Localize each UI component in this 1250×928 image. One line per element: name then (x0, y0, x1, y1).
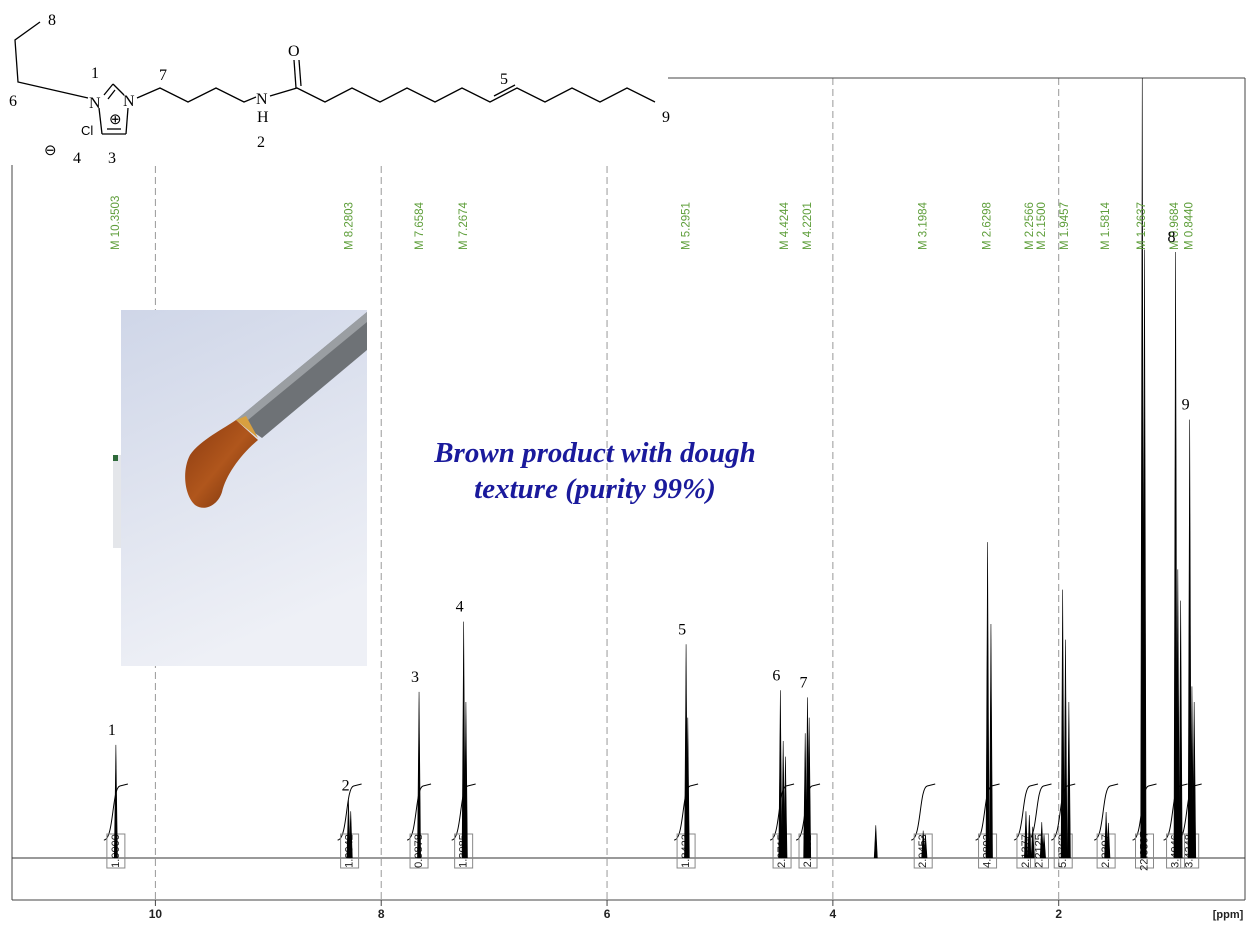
peak (1106, 822, 1111, 859)
structure-label: H (257, 109, 269, 126)
structure-label: Cl (81, 123, 93, 138)
peak-label: M 3.1984 (917, 201, 929, 250)
peak (1178, 600, 1183, 859)
x-axis-label: [ppm] (1213, 909, 1244, 921)
peak (461, 621, 466, 859)
peak-label: M 1.2637 (1136, 202, 1148, 250)
assignment-label: 4 (456, 599, 464, 616)
peak-label: M 4.4244 (779, 201, 791, 250)
structure: 8 6 1 N N Cl ⊕ ⊖ 4 3 7 O N H 2 5 9 (9, 12, 670, 167)
peak-label: M 5.2951 (681, 202, 693, 250)
assignment-label: 5 (678, 621, 686, 638)
structure-label: 3 (108, 150, 116, 167)
peak (781, 740, 786, 859)
peak (1030, 826, 1035, 859)
structure-label: N (123, 93, 135, 110)
peak (1042, 834, 1046, 859)
spectrum: 108642[ppm]1.00001.00420.98781.30851.842… (12, 77, 1245, 921)
annotation: Brown product with dough texture (purity … (433, 437, 756, 505)
peak (807, 717, 812, 859)
peak (1175, 569, 1180, 859)
peak (1039, 822, 1044, 859)
peak-label: M 0.8440 (1183, 202, 1195, 250)
peak-label: M 2.6298 (982, 202, 994, 250)
peak (783, 756, 788, 859)
x-tick-label: 6 (604, 907, 611, 921)
structure-label: O (288, 43, 300, 60)
structure-label: 2 (257, 134, 265, 151)
peak-label: M 0.9684 (1169, 201, 1181, 250)
structure-label: 5 (500, 71, 508, 88)
peak (921, 830, 926, 859)
structure-label: ⊖ (44, 143, 57, 159)
peak (1187, 419, 1192, 859)
peak (1104, 811, 1109, 859)
structure-label: 8 (48, 12, 56, 29)
peak-label: M 2.2566 (1024, 202, 1036, 250)
peak (1024, 811, 1028, 859)
assignment-label: 8 (1168, 229, 1176, 246)
peak (1192, 701, 1197, 859)
peak-label: M 1.9457 (1059, 202, 1071, 250)
peak (923, 834, 928, 859)
assignment-label: 7 (799, 674, 807, 691)
structure-label: N (89, 95, 101, 112)
peak-label: M 2.1500 (1036, 202, 1048, 250)
structure-label: 7 (159, 67, 167, 84)
peak (873, 825, 878, 859)
assignment-label: 3 (411, 669, 419, 686)
peak (778, 690, 783, 859)
peak (348, 811, 353, 859)
structure-label: 1 (91, 65, 99, 82)
annotation-text: Brown product with dough (433, 437, 756, 469)
x-tick-label: 2 (1055, 907, 1062, 921)
structure-label: 4 (73, 150, 81, 167)
peak (1142, 249, 1147, 859)
structure-background (0, 0, 668, 165)
assignment-label: 1 (108, 722, 116, 739)
peak (346, 800, 351, 859)
grid-layer (154, 78, 1060, 900)
structure-label: 9 (662, 109, 670, 126)
integral-curve (1027, 783, 1052, 841)
peak (464, 701, 468, 859)
peak (1027, 815, 1032, 859)
structure-label: ⊕ (109, 112, 122, 128)
peak-label: M 1.5814 (1100, 201, 1112, 250)
peak (1063, 639, 1068, 859)
peak-label: M 4.2201 (802, 202, 814, 250)
peak (1066, 701, 1071, 859)
peak (113, 744, 118, 859)
structure-label: N (256, 91, 268, 108)
annotation-text: texture (purity 99%) (474, 473, 716, 505)
assignment-label: 9 (1182, 397, 1190, 414)
structure-label: 6 (9, 93, 17, 110)
frame (11, 77, 1246, 901)
assignment-label: 2 (342, 777, 350, 794)
peak (417, 691, 421, 859)
peak (989, 623, 993, 859)
peak-label: M 7.6584 (414, 201, 426, 250)
peak (685, 717, 690, 859)
peak-label: M 10.3503 (110, 196, 122, 250)
x-tick-label: 10 (149, 907, 163, 921)
peak (985, 542, 990, 859)
peak (1140, 77, 1145, 859)
peak-label: M 8.2803 (344, 202, 356, 250)
x-tick-label: 4 (830, 907, 837, 921)
product-photo (113, 310, 367, 666)
peak (1060, 589, 1065, 859)
peak-label: M 7.2674 (458, 201, 470, 250)
x-tick-label: 8 (378, 907, 385, 921)
peak (1173, 251, 1178, 859)
assignment-label: 6 (772, 667, 780, 684)
